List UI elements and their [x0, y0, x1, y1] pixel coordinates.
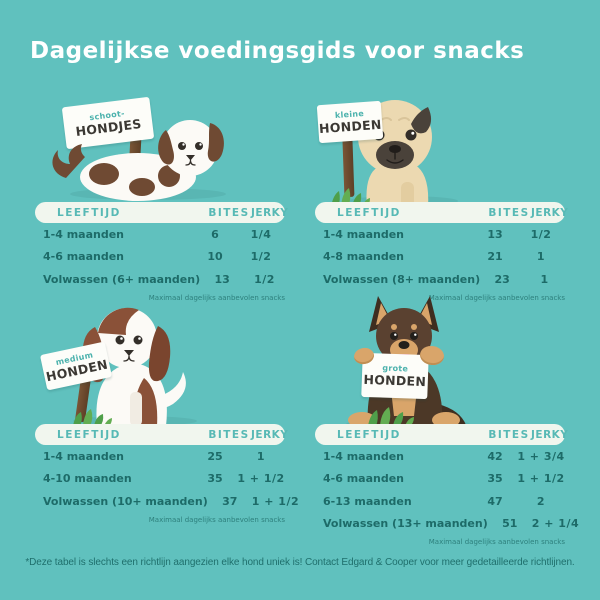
jerky-cell: 1 + 1/2 — [251, 494, 300, 508]
bites-cell: 13 — [487, 227, 503, 241]
col-jerky: JERKY — [251, 206, 289, 219]
col-jerky: JERKY — [251, 428, 289, 441]
page-title: Dagelijkse voedingsgids voor snacks — [30, 38, 525, 64]
small-dog-table: LEEFTIJD BITES JERKY 1-4 maanden 13 1/2 … — [315, 202, 569, 302]
age-cell: 1-4 maanden — [43, 449, 125, 463]
col-leeftijd: LEEFTIJD — [337, 428, 401, 441]
lap-puppy-table: LEEFTIJD BITES JERKY 1-4 maanden 6 1/4 4… — [35, 202, 289, 302]
table-row: 1-4 maanden 25 1 — [35, 445, 285, 468]
jerky-cell: 1 — [256, 449, 266, 463]
medium-dog-table: LEEFTIJD BITES JERKY 1-4 maanden 25 1 4-… — [35, 424, 299, 524]
col-leeftijd: LEEFTIJD — [57, 428, 121, 441]
table-footnote: Maximaal dagelijks aanbevolen snacks — [428, 293, 565, 302]
bites-cell: 21 — [487, 250, 503, 264]
bites-cell: 51 — [502, 517, 518, 531]
table-footnote: Maximaal dagelijks aanbevolen snacks — [148, 515, 285, 524]
grass-icon — [73, 409, 112, 426]
jerky-cell: 1/4 — [250, 227, 272, 241]
table-row: 1-4 maanden 6 1/4 — [35, 223, 285, 246]
table-footnote: Maximaal dagelijks aanbevolen snacks — [428, 538, 565, 546]
table-row: 1-4 maanden 42 1 + 3/4 — [315, 445, 565, 468]
jerky-cell: 1/2 — [250, 250, 272, 264]
col-jerky: JERKY — [531, 206, 569, 219]
age-cell: 4-8 maanden — [323, 250, 405, 264]
large-dog-scene: grote HONDEN — [328, 292, 488, 430]
col-bites: BITES — [488, 206, 530, 219]
col-bites: BITES — [208, 428, 250, 441]
disclaimer-text: *Deze tabel is slechts een richtlijn aan… — [25, 557, 575, 568]
jerky-cell: 2 + 1/4 — [531, 517, 580, 531]
age-cell: Volwassen (13+ maanden) — [323, 517, 488, 531]
age-cell: 1-4 maanden — [43, 227, 125, 241]
table-row: Volwassen (6+ maanden) 13 1/2 — [35, 268, 285, 291]
table-row: 1-4 maanden 13 1/2 — [315, 223, 565, 246]
age-cell: Volwassen (10+ maanden) — [43, 494, 208, 508]
table-row: 4-6 maanden 10 1/2 — [35, 246, 285, 269]
sign-board: kleine HONDEN — [316, 100, 384, 144]
table-header: LEEFTIJD BITES JERKY — [35, 424, 289, 445]
table-row: Volwassen (13+ maanden) 51 2 + 1/4 — [315, 513, 579, 536]
age-cell: Volwassen (6+ maanden) — [43, 272, 201, 286]
sign-label-big: HONDEN — [318, 116, 383, 136]
col-bites: BITES — [488, 428, 530, 441]
bites-cell: 35 — [487, 472, 503, 486]
lap-puppy-scene: schoot- HONDJES — [38, 90, 266, 202]
medium-dog-scene: medium HONDEN — [35, 300, 205, 426]
age-cell: 1-4 maanden — [323, 227, 405, 241]
small-dog-scene: kleine HONDEN — [315, 90, 475, 207]
col-jerky: JERKY — [531, 428, 569, 441]
table-row: 4-6 maanden 35 1 + 1/2 — [315, 468, 565, 491]
age-cell: 6-13 maanden — [323, 494, 412, 508]
jerky-cell: 1 + 1/2 — [237, 472, 285, 486]
age-cell: 1-4 maanden — [323, 449, 405, 463]
jerky-cell: 1/2 — [530, 227, 552, 241]
grass-icon — [368, 407, 414, 426]
lying-puppy-illustration — [52, 120, 226, 201]
jerky-cell: 1 + 3/4 — [517, 449, 565, 463]
table-header: LEEFTIJD BITES JERKY — [315, 202, 569, 223]
col-leeftijd: LEEFTIJD — [337, 206, 401, 219]
jerky-cell: 1 — [540, 272, 549, 286]
bites-cell: 23 — [494, 272, 510, 286]
jerky-cell: 1/2 — [254, 272, 275, 286]
bites-cell: 35 — [207, 472, 223, 486]
table-row: 6-13 maanden 47 2 — [315, 490, 565, 513]
bites-cell: 47 — [487, 494, 503, 508]
bites-cell: 25 — [207, 449, 223, 463]
age-cell: Volwassen (8+ maanden) — [323, 272, 481, 286]
age-cell: 4-6 maanden — [43, 250, 125, 264]
pug-illustration — [348, 100, 458, 207]
jerky-cell: 2 — [536, 494, 546, 508]
bites-cell: 6 — [211, 227, 219, 241]
col-leeftijd: LEEFTIJD — [57, 206, 121, 219]
bites-cell: 13 — [214, 272, 230, 286]
large-dog-table: LEEFTIJD BITES JERKY 1-4 maanden 42 1 + … — [315, 424, 579, 546]
sign-label-big: HONDEN — [363, 371, 427, 389]
table-row: 4-8 maanden 21 1 — [315, 246, 565, 269]
col-bites: BITES — [208, 206, 250, 219]
table-footnote: Maximaal dagelijks aanbevolen snacks — [148, 293, 285, 302]
table-header: LEEFTIJD BITES JERKY — [35, 202, 289, 223]
table-row: Volwassen (10+ maanden) 37 1 + 1/2 — [35, 490, 299, 513]
jerky-cell: 1 + 1/2 — [517, 472, 565, 486]
age-cell: 4-10 maanden — [43, 472, 132, 486]
jerky-cell: 1 — [536, 250, 546, 264]
bites-cell: 37 — [222, 494, 238, 508]
table-row: 4-10 maanden 35 1 + 1/2 — [35, 468, 285, 491]
age-cell: 4-6 maanden — [323, 472, 405, 486]
table-row: Volwassen (8+ maanden) 23 1 — [315, 268, 565, 291]
bites-cell: 10 — [207, 250, 223, 264]
table-header: LEEFTIJD BITES JERKY — [315, 424, 569, 445]
bites-cell: 42 — [487, 449, 503, 463]
